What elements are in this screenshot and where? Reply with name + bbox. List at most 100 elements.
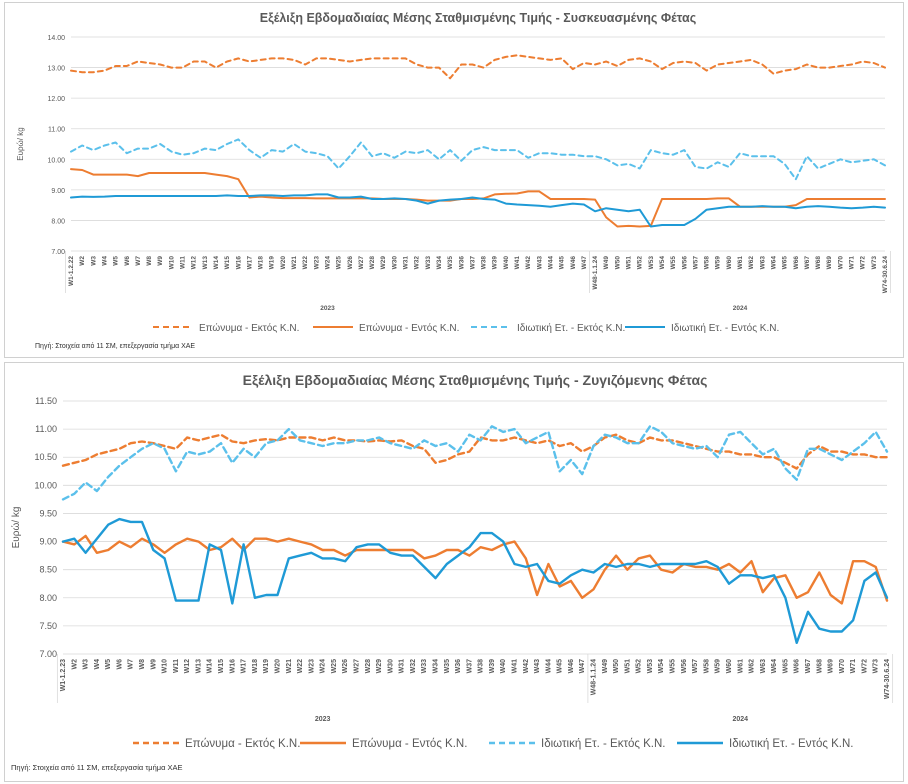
y-tick-label: 11.00 xyxy=(48,127,65,134)
y-tick-label: 10.00 xyxy=(34,480,57,490)
series-line xyxy=(70,54,886,80)
x-tick-label: W4 xyxy=(94,659,101,670)
x-tick-label: W34 xyxy=(432,659,439,674)
x-tick-label: W12 xyxy=(191,256,198,270)
x-tick-label: W42 xyxy=(523,659,530,674)
x-tick-label: W34 xyxy=(436,256,443,270)
x-tick-label: W27 xyxy=(358,256,365,270)
x-tick-label: W64 xyxy=(770,256,777,270)
x-tick-label: W37 xyxy=(466,659,473,674)
x-tick-label: W8 xyxy=(139,659,146,670)
x-tick-label: W73 xyxy=(873,659,880,674)
x-tick-label: W29 xyxy=(376,659,383,674)
legend-label: Ιδιωτική Ετ. - Εντός Κ.Ν. xyxy=(729,738,854,750)
x-tick-label: W47 xyxy=(581,256,588,270)
series-line xyxy=(61,433,889,470)
x-tick-label: W60 xyxy=(726,659,733,674)
x-tick-label: W36 xyxy=(455,659,462,674)
x-tick-label: W69 xyxy=(826,256,833,270)
x-tick-label: W40 xyxy=(500,659,507,674)
x-tick-label: W24 xyxy=(320,659,327,674)
chart-panel-packaged-feta: Εξέλιξη Εβδομαδιαίας Μέσης Σταθμισμένης … xyxy=(4,2,904,358)
x-tick-label: W11 xyxy=(173,659,180,673)
x-tick-label: W44 xyxy=(547,256,554,270)
y-tick-label: 7.00 xyxy=(51,249,65,256)
x-tick-label: W71 xyxy=(850,659,857,674)
x-tick-label: W37 xyxy=(469,256,476,270)
chart-weighed-feta: Εξέλιξη Εβδομαδιαίας Μέσης Σταθμισμένης … xyxy=(10,372,894,750)
x-tick-label: W43 xyxy=(536,256,543,270)
x-tick-label: W6 xyxy=(116,659,123,670)
x-tick-label: W30 xyxy=(387,659,394,674)
y-tick-label: 9.50 xyxy=(39,508,57,518)
x-tick-label: W46 xyxy=(568,659,575,674)
x-tick-label: W33 xyxy=(425,256,432,270)
x-group-label: 2024 xyxy=(733,305,748,312)
x-tick-label: W31 xyxy=(403,256,410,270)
x-tick-label: W26 xyxy=(347,256,354,270)
x-tick-label: W70 xyxy=(839,659,846,674)
x-tick-label: W58 xyxy=(703,659,710,674)
chart-packaged-feta: Εξέλιξη Εβδομαδιαίας Μέσης Σταθμισμένης … xyxy=(16,11,891,334)
x-tick-label: W8 xyxy=(146,256,153,266)
x-tick-label: W71 xyxy=(849,256,856,270)
x-tick-label: W52 xyxy=(637,256,644,270)
legend-label: Ιδιωτική Ετ. - Εντός Κ.Ν. xyxy=(671,322,779,334)
x-tick-label: W13 xyxy=(195,659,202,674)
x-tick-label: W18 xyxy=(252,659,259,674)
x-tick-label: W51 xyxy=(624,659,631,674)
x-tick-label: W53 xyxy=(648,256,655,270)
x-tick-label: W56 xyxy=(681,659,688,674)
x-tick-label: W72 xyxy=(860,256,867,270)
chart-panel-weighed-feta: Εξέλιξη Εβδομαδιαίας Μέσης Σταθμισμένης … xyxy=(4,362,904,782)
x-tick-label: W61 xyxy=(737,256,744,270)
x-tick-label: W13 xyxy=(202,256,209,270)
x-tick-label: W28 xyxy=(369,256,376,270)
x-tick-label: W41 xyxy=(514,256,521,270)
x-tick-label: W5 xyxy=(113,256,120,266)
x-tick-label: W15 xyxy=(224,256,231,270)
series-line xyxy=(70,193,886,228)
x-tick-label: W23 xyxy=(313,256,320,270)
y-tick-label: 10.00 xyxy=(47,157,65,164)
x-tick-label: W41 xyxy=(512,659,519,674)
x-tick-label: W45 xyxy=(559,256,566,270)
x-tick-label: W63 xyxy=(760,659,767,674)
x-tick-label: W69 xyxy=(828,659,835,674)
x-tick-label: W14 xyxy=(207,659,214,674)
series-line xyxy=(61,534,889,605)
x-tick-label: W12 xyxy=(184,659,191,674)
x-tick-label: W21 xyxy=(286,659,293,674)
x-tick-label: W62 xyxy=(748,256,755,270)
x-tick-label: W26 xyxy=(342,659,349,674)
x-tick-label: W63 xyxy=(759,256,766,270)
x-tick-label: W59 xyxy=(715,659,722,674)
x-tick-label: W22 xyxy=(297,659,304,674)
y-axis-label: Ευρώ/ kg xyxy=(16,127,25,160)
x-tick-label: W20 xyxy=(274,659,281,674)
x-tick-label: W30 xyxy=(391,256,398,270)
x-tick-label: W16 xyxy=(229,659,236,674)
x-tick-label: W39 xyxy=(492,256,499,270)
x-tick-label: W49 xyxy=(602,659,609,674)
x-tick-label: W19 xyxy=(269,256,276,270)
x-tick-label: W51 xyxy=(626,256,633,270)
x-tick-label: W62 xyxy=(749,659,756,674)
x-tick-label: W50 xyxy=(613,659,620,674)
x-tick-label: W68 xyxy=(816,659,823,674)
x-tick-label: W27 xyxy=(353,659,360,674)
x-tick-label: W3 xyxy=(83,659,90,670)
y-tick-label: 8.00 xyxy=(39,593,57,603)
x-tick-label: W4 xyxy=(101,256,108,266)
x-tick-label: W49 xyxy=(603,256,610,270)
x-tick-label: W57 xyxy=(692,659,699,674)
y-tick-label: 7.50 xyxy=(39,621,57,631)
x-tick-label: W74-30.6.24 xyxy=(882,256,889,294)
series-line xyxy=(61,517,889,644)
x-tick-label: W58 xyxy=(704,256,711,270)
legend-label: Επώνυμα - Εκτός Κ.Ν. xyxy=(199,322,299,334)
x-tick-label: W47 xyxy=(579,659,586,674)
x-tick-label: W48-1.1.24 xyxy=(592,256,599,290)
x-tick-label: W32 xyxy=(410,659,417,674)
y-axis-label: Ευρώ/ kg xyxy=(10,507,22,549)
